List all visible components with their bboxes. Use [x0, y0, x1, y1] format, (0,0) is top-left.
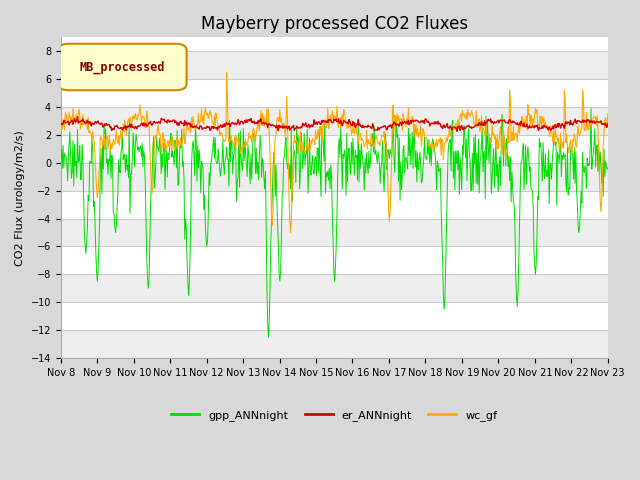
wc_gf: [179, 136, 186, 142]
wc_gf: [287, 229, 294, 235]
gpp_ANNnight: [604, 165, 612, 171]
er_ANNnight: [401, 120, 409, 126]
gpp_ANNnight: [417, 180, 425, 185]
er_ANNnight: [417, 119, 425, 125]
wc_gf: [223, 69, 230, 75]
gpp_ANNnight: [57, 156, 65, 161]
gpp_ANNnight: [123, 167, 131, 173]
gpp_ANNnight: [67, 156, 74, 161]
er_ANNnight: [209, 125, 216, 131]
wc_gf: [403, 124, 410, 130]
wc_gf: [207, 113, 215, 119]
er_ANNnight: [124, 125, 132, 131]
Legend: gpp_ANNnight, er_ANNnight, wc_gf: gpp_ANNnight, er_ANNnight, wc_gf: [167, 405, 502, 425]
Bar: [61, 218, 608, 246]
Text: MB_processed: MB_processed: [79, 60, 164, 74]
wc_gf: [123, 128, 131, 134]
Title: Mayberry processed CO2 Fluxes: Mayberry processed CO2 Fluxes: [201, 15, 468, 33]
wc_gf: [67, 117, 74, 123]
FancyBboxPatch shape: [58, 44, 187, 90]
gpp_ANNnight: [587, 106, 595, 112]
gpp_ANNnight: [401, 155, 409, 160]
wc_gf: [57, 128, 65, 134]
Bar: [61, 163, 608, 191]
Bar: [61, 51, 608, 79]
Bar: [61, 107, 608, 135]
wc_gf: [604, 111, 612, 117]
Line: wc_gf: wc_gf: [61, 72, 608, 232]
gpp_ANNnight: [207, 159, 215, 165]
er_ANNnight: [74, 114, 81, 120]
er_ANNnight: [57, 122, 65, 128]
Bar: [61, 275, 608, 302]
Bar: [61, 330, 608, 358]
gpp_ANNnight: [179, 163, 186, 169]
wc_gf: [419, 136, 426, 142]
Y-axis label: CO2 Flux (urology/m2/s): CO2 Flux (urology/m2/s): [15, 130, 25, 265]
Line: gpp_ANNnight: gpp_ANNnight: [61, 109, 608, 337]
Line: er_ANNnight: er_ANNnight: [61, 117, 608, 132]
er_ANNnight: [179, 120, 187, 126]
er_ANNnight: [67, 120, 74, 125]
er_ANNnight: [453, 129, 461, 134]
gpp_ANNnight: [264, 334, 272, 340]
er_ANNnight: [604, 121, 612, 127]
